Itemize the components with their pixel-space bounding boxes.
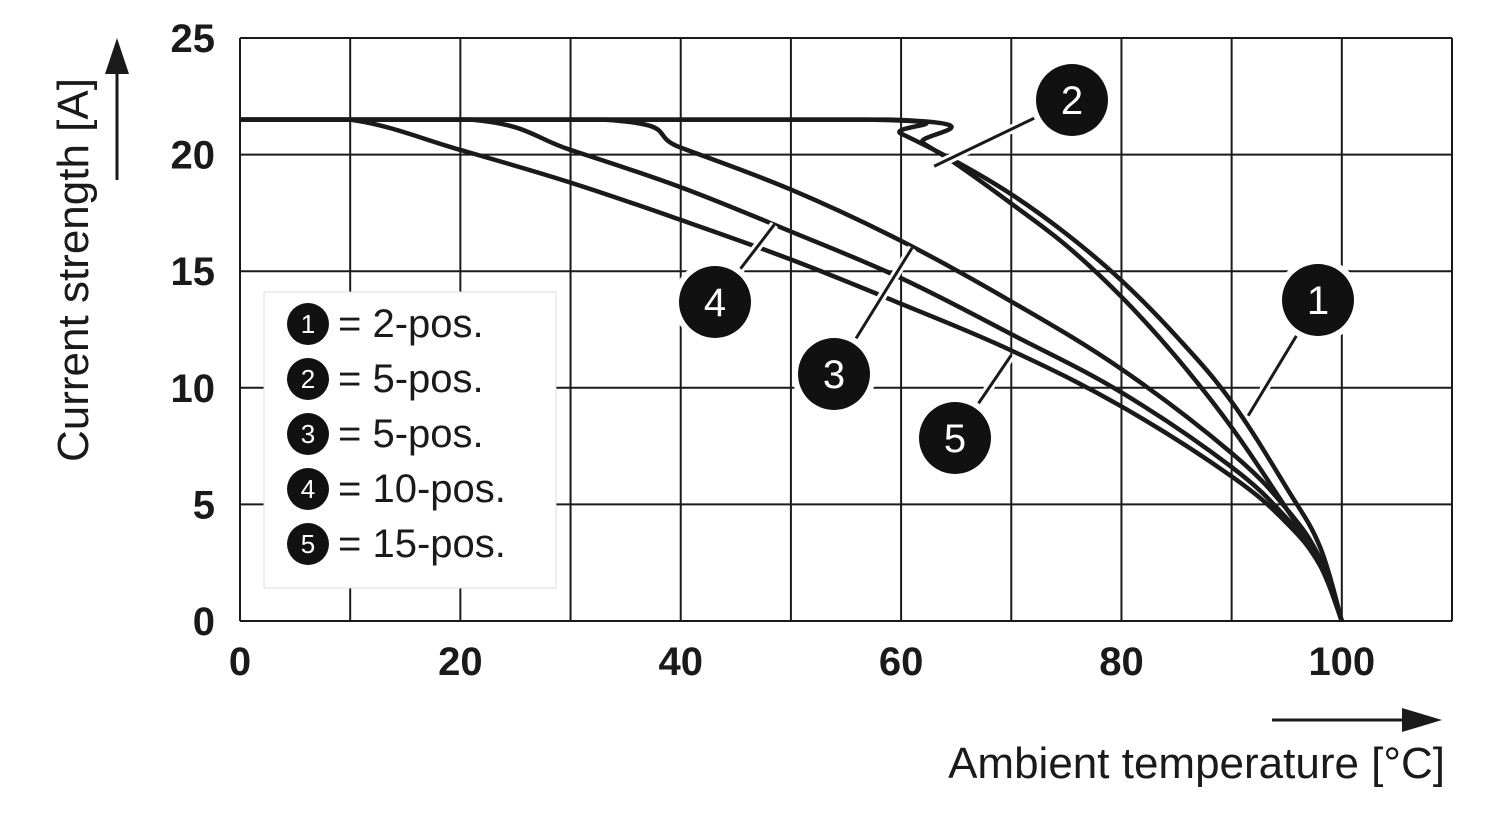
- legend-item: 5 = 15-pos.: [287, 522, 506, 566]
- curve-5: [240, 117, 1344, 622]
- grid: [239, 37, 1453, 622]
- marker-4: 4: [673, 221, 778, 344]
- y-axis-arrow-head: [105, 38, 129, 74]
- legend-badge: [287, 523, 329, 565]
- y-axis-label: Current strength [A]: [49, 78, 98, 462]
- x-tick-label: 40: [658, 640, 703, 684]
- legend-label: = 5-pos.: [338, 357, 484, 401]
- curve-3: [240, 117, 1344, 622]
- marker-badge: [1036, 64, 1108, 136]
- marker-2: 2: [932, 58, 1114, 171]
- x-tick-label: 100: [1308, 640, 1375, 684]
- x-tick-label: 60: [879, 640, 924, 684]
- legend-badge: [287, 468, 329, 510]
- curve-1: [240, 117, 1344, 622]
- curve-markers: 1 2 3 4 5: [673, 58, 1360, 480]
- x-axis-arrow-head: [1402, 708, 1442, 732]
- x-axis-title: Ambient temperature [°C]: [948, 708, 1445, 788]
- marker-number: 2: [1061, 79, 1083, 123]
- marker-badge: [1282, 264, 1354, 336]
- x-tick-label: 0: [229, 640, 251, 684]
- legend-badge: [287, 303, 329, 345]
- legend-badge: [287, 413, 329, 455]
- legend-badge-number: 5: [301, 529, 315, 559]
- y-tick-label: 0: [193, 600, 215, 644]
- legend-badge: [287, 358, 329, 400]
- curve-4: [240, 117, 1344, 622]
- y-tick-label: 15: [171, 250, 216, 294]
- marker-badge: [679, 266, 751, 338]
- marker-5: 5: [913, 352, 1015, 480]
- legend-label: = 2-pos.: [338, 302, 484, 346]
- marker-number: 3: [823, 353, 845, 397]
- legend-item: 3 = 5-pos.: [287, 412, 484, 456]
- curves: [240, 117, 1344, 622]
- marker-number: 1: [1307, 279, 1329, 323]
- legend-badge-number: 2: [301, 364, 315, 394]
- legend-item: 1 = 2-pos.: [287, 302, 484, 346]
- marker-number: 5: [944, 417, 966, 461]
- marker-number: 4: [704, 281, 726, 325]
- legend-item: 4 = 10-pos.: [287, 467, 506, 511]
- legend-badge-number: 3: [301, 419, 315, 449]
- x-tick-label: 20: [438, 640, 483, 684]
- legend-item: 2 = 5-pos.: [287, 357, 484, 401]
- x-axis-label: Ambient temperature [°C]: [948, 739, 1445, 788]
- legend-label: = 15-pos.: [338, 522, 506, 566]
- legend: 1 = 2-pos. 2 = 5-pos. 3 = 5-pos. 4 = 10-pos. 5 = …: [263, 291, 557, 589]
- marker-1: 1: [1244, 258, 1360, 419]
- y-tick-label: 5: [193, 483, 215, 527]
- legend-badge-number: 1: [301, 309, 315, 339]
- marker-badge: [919, 402, 991, 474]
- y-axis-title: Current strength [A]: [49, 38, 129, 462]
- x-tick-label: 80: [1099, 640, 1144, 684]
- y-tick-label: 10: [171, 367, 216, 411]
- legend-badge-number: 4: [301, 474, 315, 504]
- marker-badge: [798, 338, 870, 410]
- legend-label: = 10-pos.: [338, 467, 506, 511]
- marker-3: 3: [792, 245, 916, 416]
- y-tick-label: 20: [171, 134, 216, 178]
- legend-label: = 5-pos.: [338, 412, 484, 456]
- y-tick-label: 25: [171, 17, 216, 61]
